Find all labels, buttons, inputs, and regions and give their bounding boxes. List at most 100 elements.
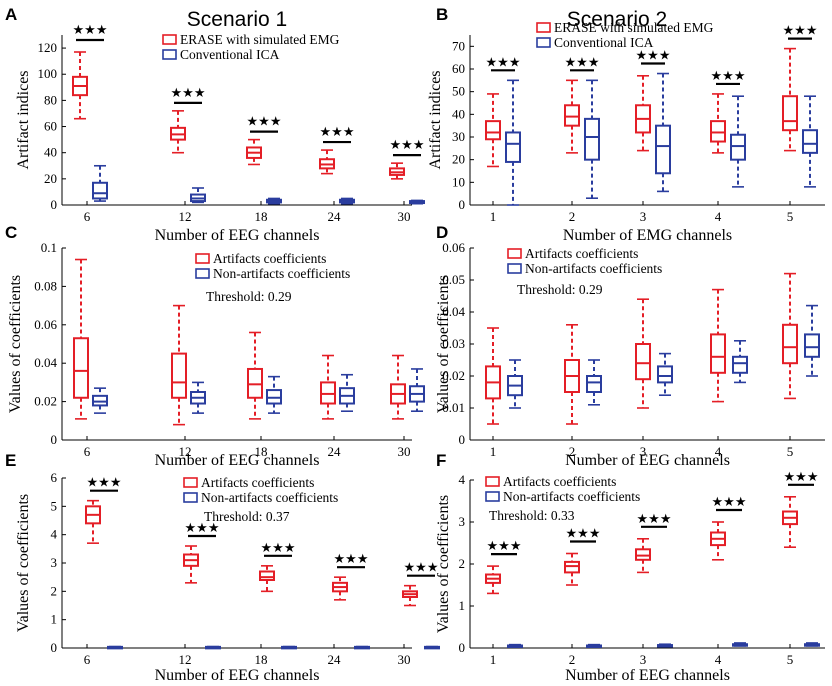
legend-label: Artifacts coefficients — [213, 251, 326, 266]
box-plot — [424, 645, 440, 650]
x-tick-label: 5 — [787, 444, 794, 459]
series-artifact — [485, 47, 798, 168]
box-plot — [485, 93, 501, 168]
y-tick-label: 20 — [44, 171, 57, 186]
significance-marker: ★★★ — [565, 55, 599, 72]
box-plot — [389, 162, 405, 180]
y-tick-label: 50 — [452, 84, 465, 99]
box-plot — [107, 645, 123, 650]
significance-marker: ★★★ — [637, 512, 671, 528]
box-plot — [247, 331, 263, 420]
iqr-box — [730, 133, 746, 161]
box-plot — [635, 537, 651, 574]
box-plot — [390, 354, 406, 420]
x-tick-label: 6 — [84, 209, 91, 224]
series-nonartifact — [507, 642, 820, 648]
box-plot — [319, 149, 335, 175]
iqr-box — [73, 337, 89, 399]
panel-letter: A — [5, 5, 17, 24]
y-tick-label: 0.01 — [442, 400, 465, 415]
legend-swatch — [183, 477, 198, 488]
x-axis-label: Number of EEG channels — [565, 667, 730, 684]
legend-swatch — [162, 49, 177, 60]
box-plot — [402, 584, 418, 607]
box-plot — [802, 95, 818, 188]
y-tick-label: 0.08 — [34, 278, 57, 293]
box-plot — [782, 272, 798, 400]
significance-marker: ★★★ — [566, 527, 600, 543]
iqr-box — [710, 120, 726, 143]
legend-swatch — [183, 492, 198, 503]
box-plot — [190, 381, 206, 414]
x-tick-label: 24 — [328, 652, 342, 667]
significance-marker: ★★★ — [73, 23, 108, 42]
legend-swatch — [195, 253, 210, 264]
y-tick-label: 2 — [51, 583, 58, 598]
box-plot — [564, 323, 580, 425]
y-tick-label: 0 — [459, 197, 466, 212]
significance-marker: ★★★ — [711, 69, 745, 86]
box-plot — [183, 545, 199, 584]
box-plot — [635, 75, 651, 152]
legend-swatch — [507, 248, 522, 259]
x-tick-label: 30 — [398, 444, 411, 459]
y-tick-label: 0.04 — [442, 304, 465, 319]
box-plot — [339, 373, 355, 413]
significance-marker: ★★★ — [247, 115, 281, 133]
x-tick-label: 12 — [179, 209, 192, 224]
significance-marker: ★★★ — [486, 55, 520, 72]
significance-marker: ★★★ — [87, 476, 121, 492]
series-nonartifact — [92, 164, 425, 205]
box-plot — [92, 164, 108, 202]
panel-a: A Scenario 1 0 20 40 60 80 100 120 6 12 18 24 30 Numbe… — [5, 5, 425, 244]
y-tick-label: 40 — [452, 106, 465, 121]
box-plot — [190, 187, 206, 204]
legend-label: ERASE with simulated EMG — [180, 32, 340, 47]
y-axis-label: Values of coefficients — [435, 275, 452, 413]
panel-f: F 0 1 2 3 4 1 2 3 4 5 Number of EEG channels Values … — [435, 451, 825, 684]
box-plot — [730, 95, 746, 188]
x-axis-label: Number of EEG channels — [155, 667, 320, 684]
scenario-title: Scenario 2 — [567, 8, 667, 31]
box-plot — [246, 138, 262, 166]
box-plot — [586, 359, 602, 406]
series-artifact — [85, 499, 418, 607]
series-nonartifact — [92, 368, 425, 414]
legend-label: Artifacts coefficients — [201, 475, 314, 490]
iqr-box — [782, 323, 798, 365]
series-artifact — [485, 272, 798, 425]
iqr-box — [92, 181, 108, 200]
box-plot — [354, 645, 370, 650]
box-plot — [564, 79, 580, 154]
iqr-box — [655, 124, 671, 175]
legend-label: Artifacts coefficients — [525, 246, 638, 261]
x-tick-label: 1 — [490, 444, 497, 459]
box-plot — [507, 643, 523, 648]
y-tick-label: 120 — [38, 40, 58, 55]
significance-marker: ★★★ — [712, 495, 746, 512]
box-plot — [266, 197, 282, 205]
significance-marker: ★★★ — [390, 138, 424, 157]
iqr-box — [584, 117, 600, 161]
series-nonartifact — [107, 645, 440, 650]
iqr-box — [657, 365, 673, 384]
box-plot — [710, 93, 726, 154]
x-tick-label: 4 — [715, 652, 722, 667]
panel-letter: B — [436, 5, 448, 24]
box-plot — [507, 359, 523, 409]
x-tick-label: 6 — [84, 444, 91, 459]
legend-label: Non-artifacts coefficients — [213, 266, 350, 281]
significance-stars: ★★★ — [73, 23, 108, 38]
box-plot — [266, 375, 282, 414]
box-plot — [171, 304, 187, 426]
panel-letter: C — [5, 223, 17, 242]
significance-stars: ★★★ — [487, 539, 522, 554]
legend-label: Non-artifacts coefficients — [503, 489, 640, 504]
significance-marker: ★★★ — [783, 24, 817, 40]
box-plot — [657, 352, 673, 397]
legend-swatch — [536, 22, 551, 33]
legend-swatch — [195, 268, 210, 279]
box-plot — [170, 110, 186, 154]
